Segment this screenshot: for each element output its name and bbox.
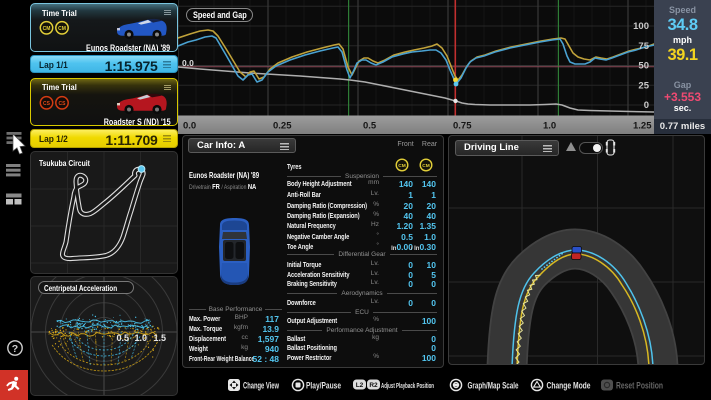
svg-text:Graph/Map Scale: Graph/Map Scale — [468, 381, 519, 392]
svg-text:Change View: Change View — [243, 381, 279, 392]
svg-text:75: 75 — [638, 41, 649, 52]
svg-text:0.5: 0.5 — [363, 121, 377, 132]
svg-text:100: 100 — [633, 21, 649, 32]
svg-text:CS: CS — [58, 101, 66, 107]
svg-text:25: 25 — [638, 80, 649, 91]
svg-text:Play/Pause: Play/Pause — [306, 381, 341, 392]
svg-text:R2: R2 — [369, 382, 378, 389]
svg-text:Change Mode: Change Mode — [547, 381, 591, 392]
svg-text:CM: CM — [42, 26, 50, 32]
svg-text:0: 0 — [644, 100, 649, 111]
svg-text:0.0: 0.0 — [183, 121, 196, 132]
svg-text:?: ? — [12, 343, 18, 355]
svg-text:0.25: 0.25 — [273, 121, 292, 132]
svg-text:50: 50 — [638, 61, 649, 72]
svg-text:L2: L2 — [356, 382, 364, 389]
svg-text:Adjust Playback Position: Adjust Playback Position — [381, 381, 434, 390]
svg-text:0.75: 0.75 — [453, 121, 472, 132]
svg-text:CS: CS — [43, 101, 51, 107]
svg-text:1.0: 1.0 — [543, 121, 556, 132]
svg-text:CM: CM — [398, 163, 405, 169]
svg-text:1.25: 1.25 — [633, 121, 652, 132]
svg-text:Reset Position: Reset Position — [616, 381, 663, 392]
svg-text:CM: CM — [422, 163, 429, 169]
svg-text:CM: CM — [58, 26, 66, 32]
